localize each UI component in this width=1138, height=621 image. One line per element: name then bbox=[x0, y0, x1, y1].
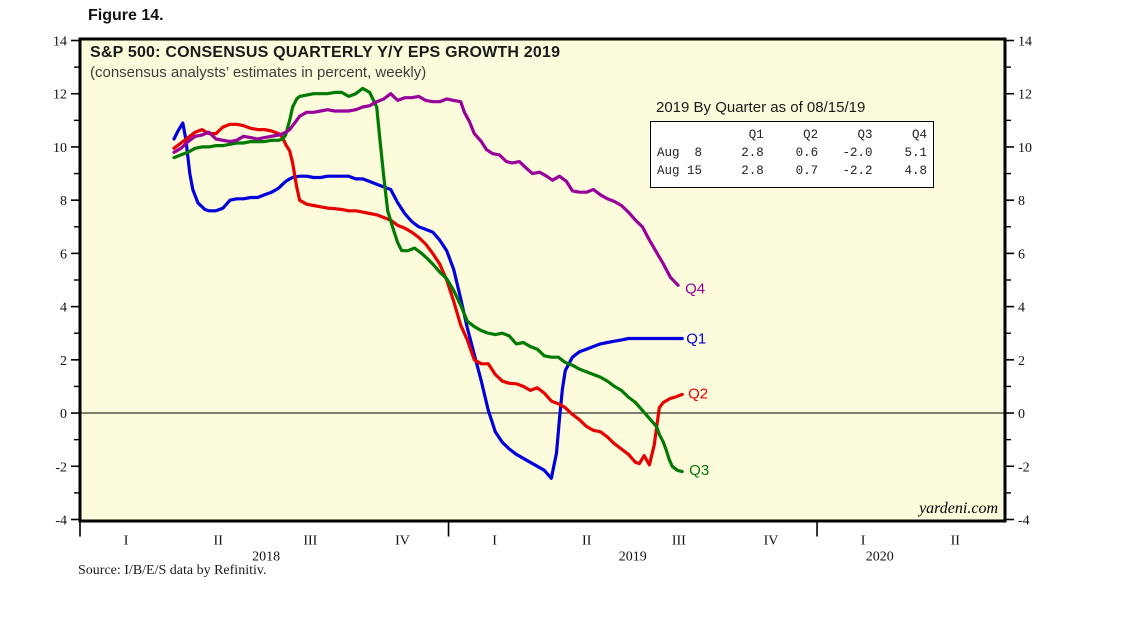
y-axis-tick-label-right: 8 bbox=[1018, 194, 1025, 209]
aug15-q1-value: 2.8 bbox=[741, 164, 764, 178]
y-axis-tick-label-right: 2 bbox=[1018, 354, 1025, 369]
y-axis-tick-label-left: 12 bbox=[53, 88, 67, 103]
table-header-row: Q1 Q2 Q3 Q4 bbox=[657, 127, 927, 145]
y-axis-tick-label-right: -2 bbox=[1018, 460, 1030, 475]
y-axis-tick-label-right: -4 bbox=[1018, 514, 1030, 529]
plot-background bbox=[80, 39, 1005, 521]
series-label-q2: Q2 bbox=[688, 385, 708, 402]
x-axis-quarter-label: II bbox=[582, 534, 592, 549]
col-header-q3: Q3 bbox=[857, 128, 873, 142]
plot-border bbox=[78, 37, 1007, 523]
x-axis-quarter-label: I bbox=[861, 534, 866, 549]
y-axis-tick-label-right: 10 bbox=[1018, 141, 1032, 156]
series-line-q4 bbox=[172, 92, 680, 287]
x-axis-quarter-label: III bbox=[303, 534, 317, 549]
aug8-q2-value: 0.6 bbox=[795, 146, 819, 160]
col-header-q1: Q1 bbox=[748, 128, 764, 142]
yardeni-watermark: yardeni.com bbox=[919, 500, 998, 517]
col-header-q2: Q2 bbox=[803, 128, 819, 142]
x-axis-quarter-label: II bbox=[214, 534, 224, 549]
aug15-q3-value: -2.2 bbox=[842, 164, 873, 178]
chart-title: S&P 500: CONSENSUS QUARTERLY Y/Y EPS GRO… bbox=[90, 44, 561, 61]
quarter-estimates-table: Q1 Q2 Q3 Q4 Aug 8 2.8 0.6 -2.0 5.1 Aug 1… bbox=[650, 121, 934, 188]
table-corner-cell bbox=[657, 127, 709, 145]
series-label-q1: Q1 bbox=[686, 331, 706, 348]
y-axis-tick-label-right: 14 bbox=[1018, 35, 1032, 50]
series-label-q3: Q3 bbox=[689, 462, 709, 479]
x-axis-quarter-label: III bbox=[672, 534, 686, 549]
series-line-q1 bbox=[172, 121, 684, 480]
table-row: Aug 15 2.8 0.7 -2.2 4.8 bbox=[657, 163, 927, 181]
series-line-q3 bbox=[172, 86, 684, 474]
x-axis-year-label: 2018 bbox=[252, 550, 280, 565]
x-axis-quarter-label: I bbox=[492, 534, 497, 549]
x-axis-year-label: 2019 bbox=[619, 550, 647, 565]
y-axis-tick-label-left: 10 bbox=[53, 141, 67, 156]
x-axis-quarter-label: IV bbox=[395, 534, 410, 549]
y-axis-tick-label-right: 0 bbox=[1018, 407, 1025, 422]
y-axis-tick-label-left: 6 bbox=[60, 247, 67, 262]
quarter-table-title: 2019 By Quarter as of 08/15/19 bbox=[656, 99, 866, 116]
x-axis-quarter-label: II bbox=[951, 534, 961, 549]
y-axis-tick-label-left: 2 bbox=[60, 354, 67, 369]
aug8-q3-value: -2.0 bbox=[842, 146, 873, 160]
y-axis-tick-label-left: 0 bbox=[60, 407, 67, 422]
y-axis-tick-label-left: -2 bbox=[55, 460, 67, 475]
row-label-aug8: Aug 8 bbox=[657, 146, 703, 160]
col-header-q4: Q4 bbox=[911, 128, 927, 142]
y-axis-tick-label-left: 14 bbox=[53, 35, 67, 50]
row-label-aug15: Aug 15 bbox=[657, 164, 703, 178]
table-row: Aug 8 2.8 0.6 -2.0 5.1 bbox=[657, 145, 927, 163]
chart-subtitle: (consensus analysts’ estimates in percen… bbox=[90, 64, 427, 81]
aug15-q4-value: 4.8 bbox=[904, 164, 927, 178]
aug8-q4-value: 5.1 bbox=[904, 146, 927, 160]
source-citation: Source: I/B/E/S data by Refinitiv. bbox=[78, 563, 267, 578]
aug8-q1-value: 2.8 bbox=[741, 146, 764, 160]
x-axis-quarter-label: IV bbox=[764, 534, 779, 549]
figure-label: Figure 14. bbox=[88, 7, 164, 24]
y-axis-tick-label-right: 12 bbox=[1018, 88, 1032, 103]
y-axis-tick-label-left: 4 bbox=[60, 301, 67, 316]
series-line-q2 bbox=[172, 122, 684, 467]
aug15-q2-value: 0.7 bbox=[795, 164, 819, 178]
x-axis-quarter-label: I bbox=[124, 534, 129, 549]
y-axis-tick-label-right: 4 bbox=[1018, 301, 1025, 316]
y-axis-tick-label-left: -4 bbox=[55, 514, 67, 529]
y-axis-tick-label-right: 6 bbox=[1018, 247, 1025, 262]
x-axis-year-label: 2020 bbox=[866, 550, 894, 565]
y-axis-tick-label-left: 8 bbox=[60, 194, 67, 209]
series-label-q4: Q4 bbox=[685, 281, 705, 298]
